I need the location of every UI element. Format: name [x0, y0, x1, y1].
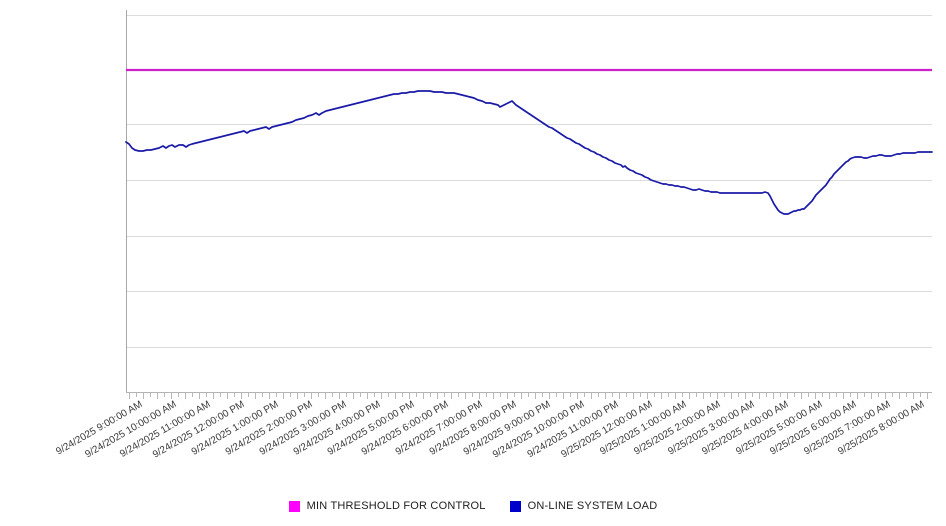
plot-background	[126, 14, 932, 392]
x-axis-minor-ticks	[129, 393, 928, 399]
gridlines-horizontal	[126, 15, 932, 348]
x-axis-tick-labels: 9/24/2025 9:00:00 AM 9/24/2025 10:00:00 …	[54, 399, 926, 461]
legend-item-on-line-system-load[interactable]: ON-LINE SYSTEM LOAD	[509, 500, 658, 512]
legend-swatch-icon	[509, 500, 521, 512]
legend-swatch-icon	[288, 500, 300, 512]
line-chart-svg: 9/24/2025 9:00:00 AM 9/24/2025 10:00:00 …	[54, 10, 933, 461]
legend-item-min-threshold-for-control[interactable]: MIN THRESHOLD FOR CONTROL	[288, 500, 486, 512]
series-on-line-system-load	[125, 90, 933, 215]
legend-label: ON-LINE SYSTEM LOAD	[527, 500, 658, 512]
legend-label: MIN THRESHOLD FOR CONTROL	[306, 500, 486, 512]
chart-legend: MIN THRESHOLD FOR CONTROL ON-LINE SYSTEM…	[0, 494, 946, 518]
